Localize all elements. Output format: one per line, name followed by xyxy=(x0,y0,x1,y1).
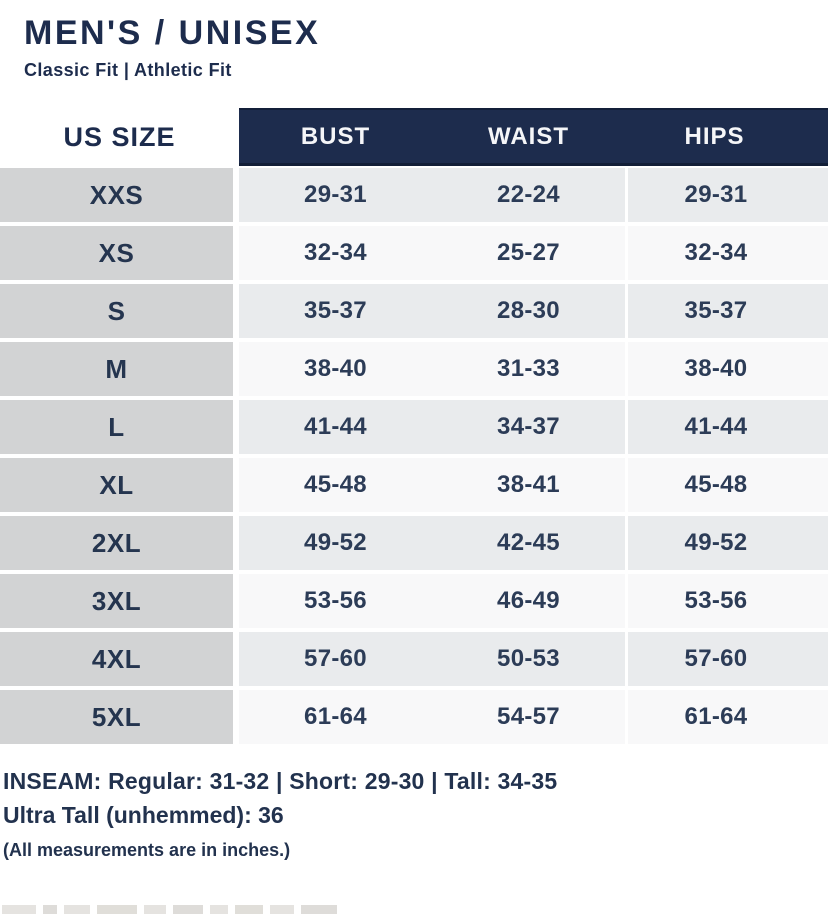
ultra-tall-info: Ultra Tall (unhemmed): 36 xyxy=(3,802,284,829)
bust-cell: 61-64 xyxy=(239,690,432,745)
hips-cell: 32-34 xyxy=(625,226,828,281)
waist-cell: 38-41 xyxy=(432,458,625,513)
table-row: M 38-40 31-33 38-40 xyxy=(0,342,828,397)
fit-subtitle: Classic Fit | Athletic Fit xyxy=(24,60,232,81)
waist-cell: 42-45 xyxy=(432,516,625,571)
waist-cell: 25-27 xyxy=(432,226,625,281)
letter-fragment xyxy=(97,905,137,914)
measurement-header-bar: BUST WAIST HIPS xyxy=(239,108,828,167)
waist-cell: 34-37 xyxy=(432,400,625,455)
letter-fragment xyxy=(270,905,294,914)
measurement-note: (All measurements are in inches.) xyxy=(3,840,291,861)
hips-cell: 61-64 xyxy=(625,690,828,745)
size-cell: L xyxy=(0,400,233,455)
chart-heading: MEN'S / UNISEX Classic Fit | Athletic Fi… xyxy=(0,0,828,81)
bust-column-header: BUST xyxy=(300,123,371,151)
letter-fragment xyxy=(210,905,228,914)
size-cell: XL xyxy=(0,458,233,513)
hips-cell: 49-52 xyxy=(625,516,828,571)
bust-cell: 57-60 xyxy=(239,632,432,687)
page-title: MEN'S / UNISEX xyxy=(24,14,321,52)
hips-cell: 29-31 xyxy=(625,168,828,223)
waist-cell: 31-33 xyxy=(432,342,625,397)
cutoff-next-section-text xyxy=(2,904,342,914)
table-row: XS 32-34 25-27 32-34 xyxy=(0,226,828,281)
size-table: US SIZE BUST WAIST HIPS XXS 29-31 22-24 29-… xyxy=(0,108,828,745)
table-row: 2XL 49-52 42-45 49-52 xyxy=(0,516,828,571)
waist-column-header: WAIST xyxy=(488,123,569,151)
bust-cell: 49-52 xyxy=(239,516,432,571)
size-cell: M xyxy=(0,342,233,397)
waist-cell: 46-49 xyxy=(432,574,625,629)
waist-cell: 28-30 xyxy=(432,284,625,339)
size-cell: 4XL xyxy=(0,632,233,687)
table-row: XXS 29-31 22-24 29-31 xyxy=(0,168,828,223)
size-cell: S xyxy=(0,284,233,339)
hips-cell: 45-48 xyxy=(625,458,828,513)
waist-cell: 22-24 xyxy=(432,168,625,223)
bust-cell: 35-37 xyxy=(239,284,432,339)
size-cell: 2XL xyxy=(0,516,233,571)
bust-cell: 32-34 xyxy=(239,226,432,281)
us-size-column-header: US SIZE xyxy=(63,121,176,152)
hips-cell: 38-40 xyxy=(625,342,828,397)
hips-cell: 53-56 xyxy=(625,574,828,629)
table-row: 4XL 57-60 50-53 57-60 xyxy=(0,632,828,687)
hips-cell: 57-60 xyxy=(625,632,828,687)
letter-fragment xyxy=(173,905,203,914)
hips-column-header: HIPS xyxy=(684,123,745,151)
waist-cell: 54-57 xyxy=(432,690,625,745)
table-row: L 41-44 34-37 41-44 xyxy=(0,400,828,455)
size-cell: XXS xyxy=(0,168,233,223)
table-header-row: US SIZE BUST WAIST HIPS xyxy=(0,108,828,167)
letter-fragment xyxy=(2,905,36,914)
table-row: XL 45-48 38-41 45-48 xyxy=(0,458,828,513)
hips-cell: 35-37 xyxy=(625,284,828,339)
bust-cell: 53-56 xyxy=(239,574,432,629)
bust-cell: 45-48 xyxy=(239,458,432,513)
table-row: S 35-37 28-30 35-37 xyxy=(0,284,828,339)
letter-fragment xyxy=(64,905,90,914)
letter-fragment xyxy=(144,905,166,914)
letter-fragment xyxy=(43,905,57,914)
size-cell: 5XL xyxy=(0,690,233,745)
size-cell: 3XL xyxy=(0,574,233,629)
waist-cell: 50-53 xyxy=(432,632,625,687)
letter-fragment xyxy=(235,905,263,914)
bust-cell: 41-44 xyxy=(239,400,432,455)
inseam-info: INSEAM: Regular: 31-32 | Short: 29-30 | … xyxy=(3,768,558,795)
table-row: 3XL 53-56 46-49 53-56 xyxy=(0,574,828,629)
footer-notes: INSEAM: Regular: 31-32 | Short: 29-30 | … xyxy=(3,768,828,861)
bust-cell: 38-40 xyxy=(239,342,432,397)
table-row: 5XL 61-64 54-57 61-64 xyxy=(0,690,828,745)
size-cell: XS xyxy=(0,226,233,281)
hips-cell: 41-44 xyxy=(625,400,828,455)
size-table-body: XXS 29-31 22-24 29-31 XS 32-34 25-27 32-34 S 35-3… xyxy=(0,168,828,745)
bust-cell: 29-31 xyxy=(239,168,432,223)
letter-fragment xyxy=(301,905,337,914)
